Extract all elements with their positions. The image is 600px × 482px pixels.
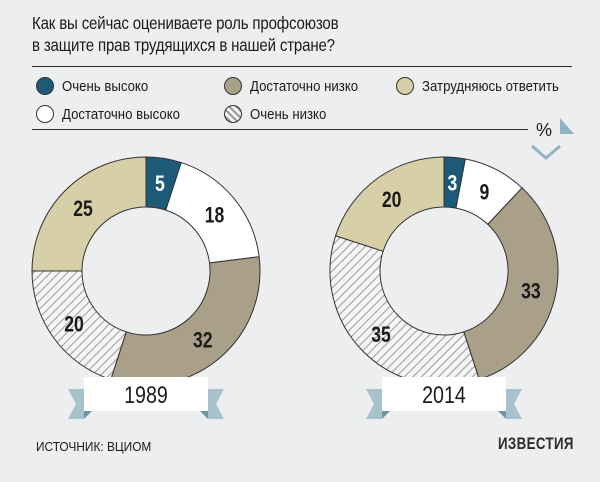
legend-label-hard-to-say: Затрудняюсь ответить	[422, 77, 559, 95]
donut-1989-label-hard-to-say: 25	[73, 197, 93, 221]
donut-2014-slice-very-low	[329, 235, 480, 386]
legend-label-fairly-high: Достаточно высоко	[62, 105, 180, 123]
source-note: ИСТОЧНИК: ВЦИОМ	[36, 440, 152, 454]
donut-1989-label-fairly-high: 18	[205, 203, 225, 227]
title-line-1: Как вы сейчас оцениваете роль профсоюзов	[32, 13, 339, 33]
legend-swatch-fairly-low	[224, 77, 242, 95]
donut-1989-label-fairly-low: 32	[193, 329, 213, 353]
donut-2014-slice-fairly-low	[463, 187, 559, 381]
unit-label: %	[535, 120, 552, 140]
year-ribbon-1989: 1989	[68, 377, 224, 419]
year-ribbon-2014: 2014	[366, 377, 522, 419]
donut-1989-slice-fairly-low	[110, 256, 261, 386]
legend-label-fairly-low: Достаточно низко	[250, 77, 359, 95]
donut-2014-label-very-high: 3	[447, 172, 457, 196]
legend-label-very-high: Очень высоко	[62, 77, 149, 95]
legend-label-very-low: Очень низко	[250, 105, 327, 123]
donut-2014-label-fairly-low: 33	[521, 280, 541, 304]
donut-2014-slice-hard-to-say	[334, 156, 445, 252]
legend-item-hard-to-say: Затрудняюсь ответить	[396, 74, 577, 98]
title-line-2: в защите прав трудящихся в нашей стране?	[32, 35, 335, 55]
legend-item-very-low: Очень низко	[224, 102, 337, 126]
legend-swatch-very-low	[224, 105, 242, 123]
legend-divider	[32, 129, 528, 130]
donut-2014-label-fairly-high: 9	[480, 181, 490, 205]
chart-title: Как вы сейчас оцениваете роль профсоюзов…	[32, 12, 410, 56]
donut-2014-label-very-low: 35	[371, 323, 391, 347]
donut-1989-label-very-low: 20	[64, 313, 84, 337]
donut-2014-label-hard-to-say: 20	[382, 188, 402, 212]
publisher-logo: ИЗВЕСТИЯ	[498, 434, 574, 453]
year-label-1989: 1989	[124, 381, 168, 408]
donut-1989-slice-hard-to-say	[31, 156, 147, 272]
donut-1989-label-very-high: 5	[155, 172, 165, 196]
legend-item-very-high: Очень высоко	[36, 74, 160, 98]
top-divider	[32, 66, 572, 67]
legend-swatch-hard-to-say	[396, 77, 414, 95]
legend-swatch-very-high	[36, 77, 54, 95]
year-label-2014: 2014	[422, 381, 466, 408]
legend-swatch-fairly-high	[36, 105, 54, 123]
legend-item-fairly-low: Достаточно низко	[224, 74, 373, 98]
unit-marker	[531, 118, 574, 160]
legend-item-fairly-high: Достаточно высоко	[36, 102, 196, 126]
